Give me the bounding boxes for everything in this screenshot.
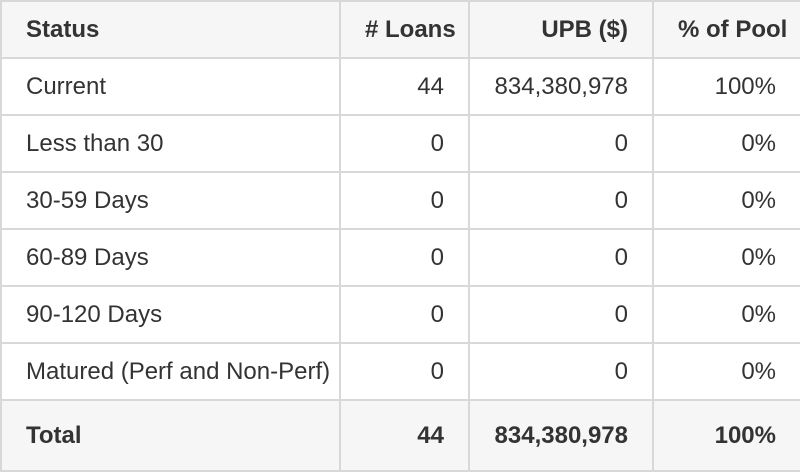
table-row-60-89-days: 60-89 Days 0 0 0% bbox=[0, 228, 800, 287]
upb-cell: 0 bbox=[468, 171, 654, 230]
upb-cell: 0 bbox=[468, 342, 654, 401]
loans-cell: 0 bbox=[339, 228, 470, 287]
total-pct-cell: 100% bbox=[652, 399, 800, 472]
status-cell: 30-59 Days bbox=[0, 171, 341, 230]
loans-cell: 0 bbox=[339, 285, 470, 344]
header-row: Status # Loans UPB ($) % of Pool bbox=[0, 0, 800, 59]
status-cell: 90-120 Days bbox=[0, 285, 341, 344]
loans-cell: 44 bbox=[339, 57, 470, 116]
loans-cell: 0 bbox=[339, 171, 470, 230]
status-cell: Current bbox=[0, 57, 341, 116]
status-cell: 60-89 Days bbox=[0, 228, 341, 287]
total-loans-cell: 44 bbox=[339, 399, 470, 472]
total-label-cell: Total bbox=[0, 399, 341, 472]
table-row-90-120-days: 90-120 Days 0 0 0% bbox=[0, 285, 800, 344]
column-header-upb: UPB ($) bbox=[468, 0, 654, 59]
loans-cell: 0 bbox=[339, 342, 470, 401]
pct-cell: 100% bbox=[652, 57, 800, 116]
table-row-30-59-days: 30-59 Days 0 0 0% bbox=[0, 171, 800, 230]
table-row-less-than-30: Less than 30 0 0 0% bbox=[0, 114, 800, 173]
loans-cell: 0 bbox=[339, 114, 470, 173]
column-header-loans: # Loans bbox=[339, 0, 470, 59]
column-header-pct-of-pool: % of Pool bbox=[652, 0, 800, 59]
status-cell: Less than 30 bbox=[0, 114, 341, 173]
table-row-matured: Matured (Perf and Non-Perf) 0 0 0% bbox=[0, 342, 800, 401]
pct-cell: 0% bbox=[652, 114, 800, 173]
status-cell: Matured (Perf and Non-Perf) bbox=[0, 342, 341, 401]
pct-cell: 0% bbox=[652, 285, 800, 344]
pct-cell: 0% bbox=[652, 228, 800, 287]
upb-cell: 0 bbox=[468, 228, 654, 287]
pct-cell: 0% bbox=[652, 342, 800, 401]
upb-cell: 0 bbox=[468, 285, 654, 344]
table-row-current: Current 44 834,380,978 100% bbox=[0, 57, 800, 116]
pct-cell: 0% bbox=[652, 171, 800, 230]
total-upb-cell: 834,380,978 bbox=[468, 399, 654, 472]
upb-cell: 0 bbox=[468, 114, 654, 173]
column-header-status: Status bbox=[0, 0, 341, 59]
table-body: Current 44 834,380,978 100% Less than 30… bbox=[0, 57, 800, 401]
table-footer: Total 44 834,380,978 100% bbox=[0, 399, 800, 472]
table-header: Status # Loans UPB ($) % of Pool bbox=[0, 0, 800, 59]
total-row: Total 44 834,380,978 100% bbox=[0, 399, 800, 472]
upb-cell: 834,380,978 bbox=[468, 57, 654, 116]
